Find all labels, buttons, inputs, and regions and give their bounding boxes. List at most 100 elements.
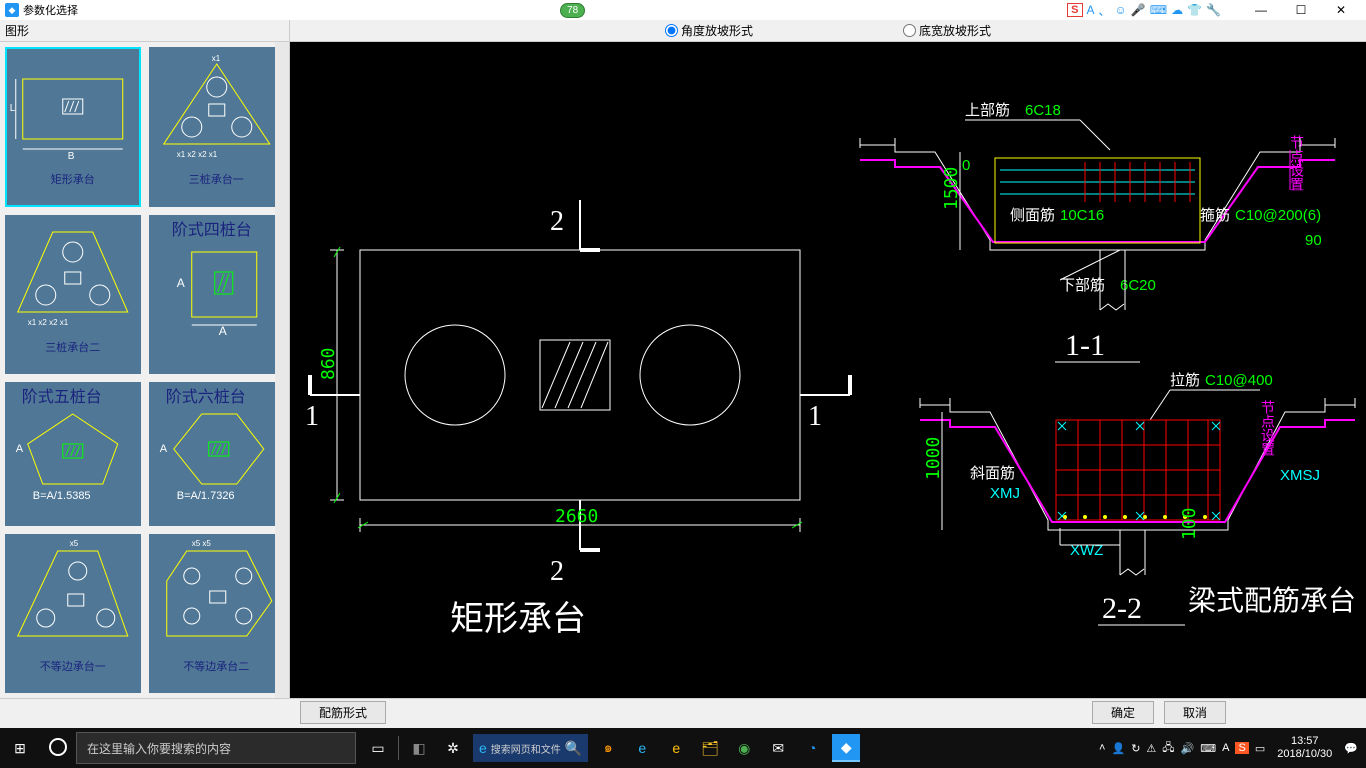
slope-mode-radios: 角度放坡形式 底宽放坡形式 bbox=[290, 20, 1366, 42]
svg-text:节点设置: 节点设置 bbox=[1289, 135, 1305, 191]
svg-text:6C18: 6C18 bbox=[1025, 102, 1061, 119]
svg-text:拉筋: 拉筋 bbox=[1170, 372, 1200, 389]
svg-text:x1 x2 x2 x1: x1 x2 x2 x1 bbox=[176, 150, 217, 159]
tray-keyboard-icon[interactable]: ⌨ bbox=[1200, 742, 1216, 755]
app-icon-swirl[interactable]: ๑ bbox=[594, 734, 622, 762]
cancel-button[interactable]: 取消 bbox=[1164, 701, 1226, 724]
svg-text:A: A bbox=[218, 324, 226, 337]
sidebar-header: 图形 bbox=[0, 20, 289, 42]
svg-text:A: A bbox=[176, 276, 184, 290]
svg-text:XMSJ: XMSJ bbox=[1280, 467, 1320, 484]
thumb-label bbox=[7, 504, 139, 508]
svg-text:A: A bbox=[159, 443, 167, 455]
svg-text:1: 1 bbox=[305, 401, 319, 432]
svg-text:XMJ: XMJ bbox=[990, 485, 1020, 502]
thumb-step-4pile[interactable]: 阶式四桩台 A A bbox=[149, 215, 285, 375]
ime-smile-icon[interactable]: ☺ bbox=[1115, 3, 1127, 17]
start-button[interactable]: ⊞ bbox=[0, 740, 40, 757]
svg-text:阶式六桩台: 阶式六桩台 bbox=[165, 388, 245, 406]
explorer-icon[interactable]: 🗂 bbox=[696, 734, 724, 762]
svg-text:箍筋: 箍筋 bbox=[1200, 207, 1230, 224]
current-app-icon[interactable]: ◆ bbox=[832, 734, 860, 762]
thumb-label bbox=[151, 504, 283, 508]
ime-mic-icon[interactable]: 🎤 bbox=[1131, 3, 1146, 17]
ie-old-icon[interactable]: e bbox=[662, 734, 690, 762]
thumb-rect-cap[interactable]: B L 矩形承台 bbox=[5, 47, 141, 207]
thumb-unequal-cap-2[interactable]: x5 x5 不等边承台二 bbox=[149, 534, 285, 694]
ime-keyboard-icon[interactable]: ⌨ bbox=[1150, 3, 1167, 17]
svg-text:阶式五桩台: 阶式五桩台 bbox=[22, 388, 102, 406]
tray-wifi-icon[interactable]: ⚠ bbox=[1146, 742, 1156, 755]
taskbar-clock[interactable]: 13:57 2018/10/30 bbox=[1271, 735, 1338, 761]
svg-text:2660: 2660 bbox=[555, 506, 598, 527]
thumb-label: 不等边承台一 bbox=[7, 656, 139, 676]
svg-text:A: A bbox=[16, 443, 24, 455]
thumb-step-6pile[interactable]: 阶式六桩台 A B=A/1.7326 bbox=[149, 382, 285, 526]
dialog-footer: 配筋形式 确定 取消 bbox=[0, 698, 1366, 726]
tray-sogou-icon[interactable]: S bbox=[1235, 742, 1248, 754]
tray-volume-icon[interactable]: 🔊 bbox=[1181, 742, 1195, 755]
cortana-icon[interactable] bbox=[40, 738, 76, 759]
minimize-button[interactable]: — bbox=[1241, 3, 1281, 17]
ime-skin-icon[interactable]: 👕 bbox=[1187, 3, 1202, 17]
sogou-icon[interactable]: S bbox=[1067, 3, 1082, 17]
window-title: 参数化选择 bbox=[23, 2, 78, 18]
radio-width-slope[interactable]: 底宽放坡形式 bbox=[903, 22, 991, 39]
svg-text:下部筋: 下部筋 bbox=[1060, 277, 1105, 294]
tray-sync-icon[interactable]: ↻ bbox=[1131, 742, 1140, 755]
mail-icon[interactable]: ✉ bbox=[764, 734, 792, 762]
svg-text:矩形承台: 矩形承台 bbox=[450, 600, 586, 638]
svg-text:斜面筋: 斜面筋 bbox=[970, 465, 1015, 482]
thumb-tri-cap-2[interactable]: x1 x2 x2 x1 三桩承台二 bbox=[5, 215, 141, 375]
notifications-icon[interactable]: 💬 bbox=[1344, 742, 1358, 755]
svg-text:2: 2 bbox=[550, 556, 564, 587]
tray-msg-icon[interactable]: ▭ bbox=[1255, 742, 1265, 755]
app-blue-icon[interactable]: ◔ bbox=[798, 734, 826, 762]
svg-text:C10@400: C10@400 bbox=[1205, 372, 1273, 389]
ok-button[interactable]: 确定 bbox=[1092, 701, 1154, 724]
svg-text:x1 x2 x2 x1: x1 x2 x2 x1 bbox=[28, 318, 69, 327]
thumbnail-grid: B L 矩形承台 x1 x2 x2 x1 x1 bbox=[0, 42, 289, 698]
thumb-label: 矩形承台 bbox=[7, 169, 139, 189]
task-view-icon[interactable]: ▭ bbox=[364, 734, 392, 762]
radio-angle-slope[interactable]: 角度放坡形式 bbox=[665, 22, 753, 39]
svg-text:阶式四桩台: 阶式四桩台 bbox=[171, 221, 251, 239]
ime-toolbar: S A 、 ☺ 🎤 ⌨ ☁ 👕 🔧 bbox=[1067, 2, 1221, 19]
app-icon-1[interactable]: ◧ bbox=[405, 734, 433, 762]
ime-a-icon[interactable]: A bbox=[1087, 3, 1095, 17]
thumb-step-5pile[interactable]: 阶式五桩台 A B=A/1.5385 bbox=[5, 382, 141, 526]
app-icon-fan[interactable]: ✲ bbox=[439, 734, 467, 762]
thumb-tri-cap-1[interactable]: x1 x2 x2 x1 x1 三桩承台一 bbox=[149, 47, 285, 207]
svg-text:1000: 1000 bbox=[923, 437, 944, 480]
ime-cloud-icon[interactable]: ☁ bbox=[1171, 3, 1183, 17]
svg-text:100: 100 bbox=[1179, 507, 1200, 540]
ime-wrench-icon[interactable]: 🔧 bbox=[1206, 3, 1221, 17]
svg-text:860: 860 bbox=[318, 347, 339, 380]
close-button[interactable]: ✕ bbox=[1321, 3, 1361, 17]
svg-text:1: 1 bbox=[808, 401, 822, 432]
svg-text:2: 2 bbox=[550, 206, 564, 237]
svg-text:x5 x5: x5 x5 bbox=[191, 539, 211, 548]
tray-up-icon[interactable]: ˄ bbox=[1099, 742, 1105, 754]
app-green-icon[interactable]: ◉ bbox=[730, 734, 758, 762]
svg-text:侧面筋: 侧面筋 bbox=[1010, 207, 1055, 224]
rebar-form-button[interactable]: 配筋形式 bbox=[300, 701, 386, 724]
svg-text:梁式配筋承台: 梁式配筋承台 bbox=[1188, 585, 1356, 617]
sidebar-scrollbar[interactable] bbox=[275, 42, 289, 698]
maximize-button[interactable]: ☐ bbox=[1281, 3, 1321, 17]
tray-ime-a[interactable]: A bbox=[1222, 742, 1229, 754]
svg-text:x5: x5 bbox=[70, 539, 79, 548]
taskbar-search[interactable]: 在这里输入你要搜索的内容 bbox=[76, 732, 356, 764]
svg-text:B=A/1.5385: B=A/1.5385 bbox=[33, 490, 91, 502]
cad-canvas[interactable]: 2 2 1 1 2660 bbox=[290, 42, 1366, 698]
svg-text:0: 0 bbox=[962, 157, 970, 174]
thumb-unequal-cap-1[interactable]: x5 不等边承台一 bbox=[5, 534, 141, 694]
notification-badge[interactable]: 78 bbox=[560, 3, 585, 18]
edge-icon[interactable]: e bbox=[628, 734, 656, 762]
svg-text:2-2: 2-2 bbox=[1102, 592, 1142, 625]
tray-net-icon[interactable]: 🖧 bbox=[1162, 739, 1174, 758]
tray-people-icon[interactable]: 👤 bbox=[1111, 742, 1125, 755]
ie-icon[interactable]: e搜索网页和文件🔍 bbox=[473, 734, 588, 762]
ime-punct-icon[interactable]: 、 bbox=[1099, 2, 1111, 19]
svg-text:1-1: 1-1 bbox=[1065, 329, 1105, 362]
